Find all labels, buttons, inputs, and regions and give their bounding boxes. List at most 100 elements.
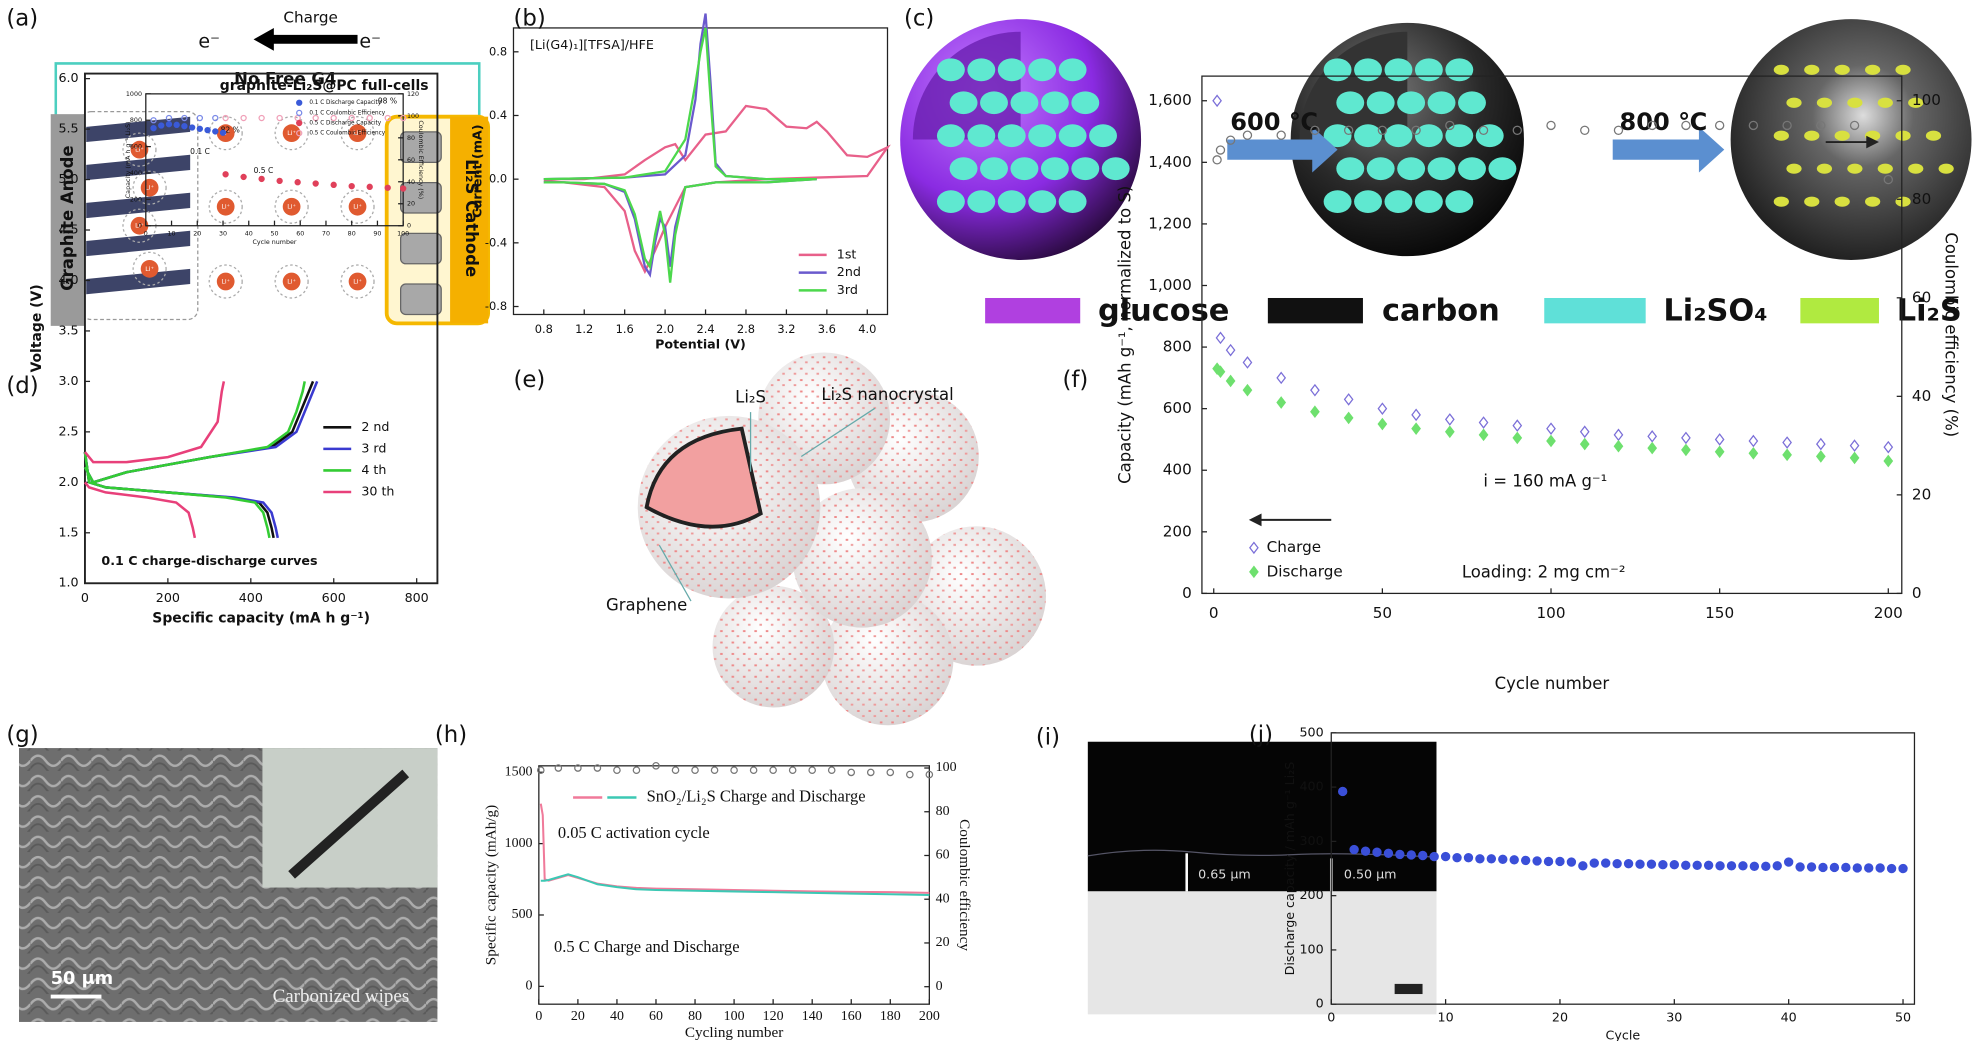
- series-line: [83, 451, 271, 539]
- annotation: Loading: 2 mg cm⁻²: [1462, 563, 1626, 582]
- y-tick-label: 400: [1299, 779, 1323, 794]
- particle: [1058, 190, 1087, 214]
- point: [348, 182, 355, 190]
- image-top: [1087, 741, 1437, 892]
- y-tick-label: 1.5: [58, 524, 78, 539]
- point: [1310, 383, 1320, 397]
- point: [1816, 120, 1826, 131]
- y-tick-label: 0: [1182, 584, 1192, 602]
- point: [1411, 125, 1421, 135]
- ion-shell: [340, 264, 375, 299]
- point: [1646, 859, 1657, 869]
- y-tick-label: 800: [130, 117, 142, 124]
- ion-shell: [208, 264, 243, 299]
- series-line: [83, 381, 306, 484]
- y-tick-label: 600: [130, 144, 142, 151]
- point: [1215, 145, 1226, 155]
- point: [181, 123, 188, 130]
- particle: [1804, 64, 1820, 75]
- point: [1714, 433, 1725, 446]
- point: [1681, 431, 1691, 445]
- y2-tick-label: 40: [407, 179, 415, 186]
- ion-label: Li⁺: [145, 185, 154, 192]
- point: [1337, 786, 1348, 797]
- panel-label: (c): [904, 6, 934, 32]
- particle: [1058, 124, 1087, 148]
- x-tick-label: 70: [322, 230, 330, 237]
- particle: [1010, 91, 1039, 115]
- y-tick-label: 5.5: [58, 121, 78, 136]
- point: [1444, 425, 1455, 439]
- series-line: [83, 451, 280, 539]
- point: [165, 121, 173, 128]
- panel-label: (g): [6, 722, 38, 748]
- annotation: 0.1 C: [190, 147, 210, 156]
- x-tick-label: 160: [841, 1009, 862, 1024]
- point: [574, 764, 582, 772]
- charge-arrowhead: [253, 27, 274, 51]
- point: [1225, 343, 1236, 357]
- point: [330, 181, 337, 189]
- legend-label: 0.5 C Coulombic Efficiency: [309, 131, 385, 137]
- y-tick-label: 500: [512, 907, 533, 922]
- ion-shell: [132, 170, 167, 205]
- point: [366, 114, 373, 122]
- point: [1612, 858, 1622, 869]
- particle: [1414, 190, 1443, 214]
- ion-label: Li⁺: [353, 204, 362, 211]
- particle: [1427, 157, 1456, 181]
- panel-label: (h): [435, 722, 467, 748]
- particle: [1908, 163, 1924, 174]
- anode-label: Graphite Anode: [58, 145, 77, 290]
- point: [1532, 856, 1542, 866]
- particle: [1089, 124, 1117, 148]
- point: [1212, 94, 1222, 108]
- series-line: [540, 873, 930, 897]
- series-line: [83, 380, 315, 484]
- point: [330, 114, 337, 122]
- panel-i: (i) 0.65 μm 0.50 μm: [1036, 724, 1437, 1015]
- point: [222, 114, 229, 122]
- legend-label: 30 th: [361, 483, 394, 498]
- x-tick-label: 50: [1373, 604, 1392, 622]
- x-tick-label: 40: [1781, 1010, 1797, 1025]
- point: [1276, 371, 1287, 385]
- ion: [130, 216, 149, 235]
- particle: [1925, 130, 1942, 141]
- point: [212, 114, 219, 122]
- particle: [1877, 163, 1893, 174]
- point: [1343, 411, 1354, 425]
- annotation: 0.5 C: [254, 166, 274, 175]
- y-tick-label: 0: [138, 223, 142, 230]
- series-line: [83, 481, 197, 539]
- particle-dots: [936, 58, 1954, 214]
- point: [1818, 862, 1828, 873]
- x-tick-label: 150: [1705, 604, 1734, 622]
- panel-label: (j): [1249, 722, 1273, 748]
- x-tick-label: 200: [1874, 604, 1903, 622]
- point: [1761, 861, 1771, 872]
- step-label: 600 ℃: [1230, 108, 1318, 136]
- x-tick-label: 80: [348, 230, 356, 237]
- y-axis-label: Current (mA): [469, 125, 484, 218]
- x-tick-label: 1.6: [616, 322, 634, 336]
- x-tick-label: 0: [81, 590, 89, 605]
- y-tick-label: 2.0: [58, 474, 78, 489]
- step-arrow: [1612, 126, 1725, 173]
- annotation: 98 %: [378, 96, 397, 105]
- point: [1343, 125, 1354, 135]
- particle: [1773, 64, 1789, 75]
- particle: [997, 190, 1026, 214]
- point: [1445, 120, 1455, 131]
- y-tick-label: 800: [1163, 338, 1192, 356]
- x-tick-label: 0: [144, 230, 148, 237]
- x-tick-label: 50: [1895, 1010, 1911, 1025]
- panel-label: (a): [6, 6, 38, 32]
- particle: [980, 91, 1008, 115]
- point: [1343, 393, 1354, 406]
- particle: [1354, 58, 1382, 82]
- legend-label: Charge: [1267, 538, 1322, 556]
- y-tick-label: 200: [1299, 887, 1323, 902]
- y2-axis-label: Coulombic efficiency: [956, 819, 973, 951]
- point: [222, 171, 229, 178]
